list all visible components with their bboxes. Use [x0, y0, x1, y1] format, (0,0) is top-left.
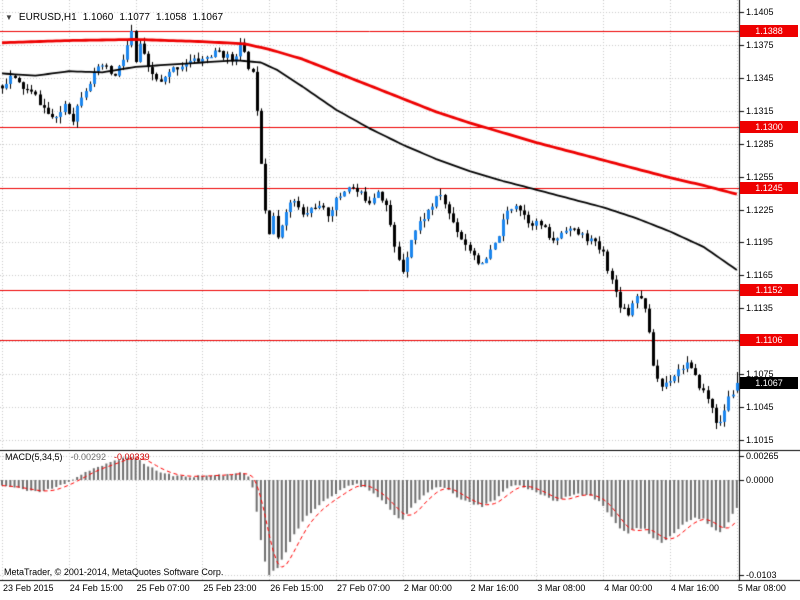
- bar-high-value: 1.1077: [119, 12, 150, 23]
- macd-indicator-label: MACD(5,34,5) -0.00292 -0.00339: [5, 452, 150, 462]
- bar-open-value: 1.1060: [82, 12, 114, 23]
- macd-current-value: -0.00292: [70, 452, 107, 462]
- watermark-copyright: MetaTrader, © 2001-2014, MetaQuotes Soft…: [4, 567, 224, 577]
- chart-symbol-info: ▼ EURUSD,H1 1.1060 1.1077 1.1058 1.1067: [5, 12, 223, 23]
- symbol-marker-icon: ▼: [5, 13, 13, 22]
- bar-low-value: 1.1058: [155, 12, 187, 23]
- bar-close-value: 1.1067: [192, 12, 224, 23]
- macd-name: MACD(5,34,5): [5, 452, 63, 462]
- symbol-timeframe-label: EURUSD,H1: [18, 12, 77, 23]
- macd-signal-value: -0.00339: [114, 452, 150, 462]
